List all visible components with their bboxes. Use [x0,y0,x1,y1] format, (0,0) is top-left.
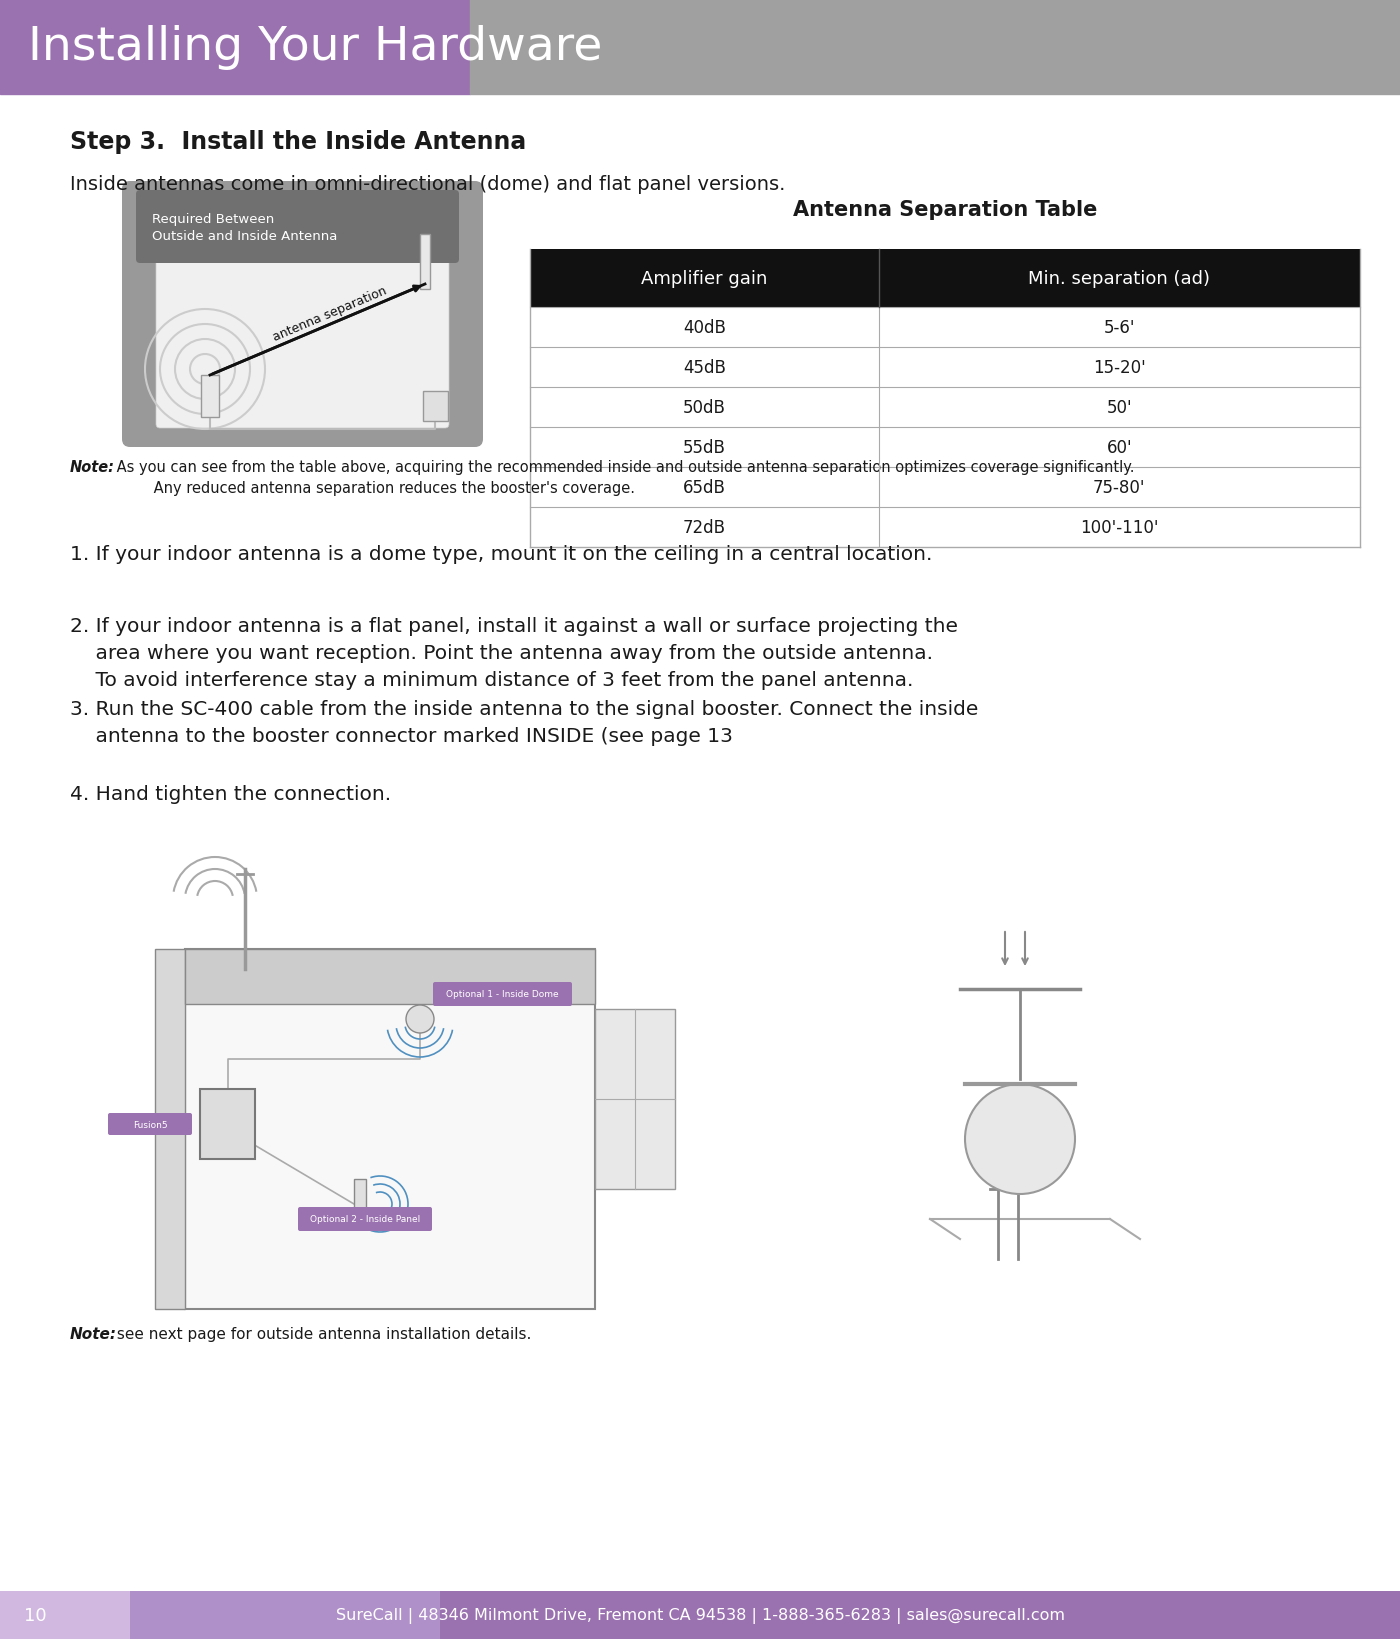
Text: antenna separation: antenna separation [272,285,389,344]
Text: SureCall | 48346 Milmont Drive, Fremont CA 94538 | 1-888-365-6283 | sales@sureca: SureCall | 48346 Milmont Drive, Fremont … [336,1606,1064,1623]
FancyBboxPatch shape [433,982,573,1006]
Text: 2. If your indoor antenna is a flat panel, install it against a wall or surface : 2. If your indoor antenna is a flat pane… [70,616,958,690]
Text: 65dB: 65dB [683,479,725,497]
Bar [0,1591,130,1639]
Text: Fusion5: Fusion5 [133,1119,168,1129]
Bar [423,392,448,421]
Circle shape [965,1085,1075,1195]
Text: Installing Your Hardware: Installing Your Hardware [28,25,602,70]
Text: Required Between
Outside and Inside Antenna: Required Between Outside and Inside Ante… [153,213,337,243]
Text: 40dB: 40dB [683,320,725,336]
Text: Step 3.  Install the Inside Antenna: Step 3. Install the Inside Antenna [70,129,526,154]
Bar [202,375,218,418]
Bar [595,1010,675,1190]
Bar [0,0,470,95]
Bar [130,1591,440,1639]
Text: 1. If your indoor antenna is a dome type, mount it on the ceiling in a central l: 1. If your indoor antenna is a dome type… [70,544,932,564]
Text: 60': 60' [1106,439,1133,457]
FancyBboxPatch shape [136,190,459,264]
Bar [200,1090,255,1159]
Bar [531,249,1359,308]
Text: Optional 2 - Inside Panel: Optional 2 - Inside Panel [309,1214,420,1224]
FancyBboxPatch shape [298,1208,433,1231]
Text: 45dB: 45dB [683,359,725,377]
Bar [185,949,595,1310]
Text: As you can see from the table above, acquiring the recommended inside and outsid: As you can see from the table above, acq… [112,459,1134,495]
FancyBboxPatch shape [122,182,483,447]
FancyBboxPatch shape [155,241,449,429]
Text: 72dB: 72dB [683,518,725,536]
Text: 15-20': 15-20' [1093,359,1145,377]
Bar [470,0,1400,95]
Text: Antenna Separation Table: Antenna Separation Table [792,200,1098,220]
Bar [354,1180,365,1229]
Text: 50': 50' [1106,398,1133,416]
Text: 75-80': 75-80' [1093,479,1145,497]
Circle shape [406,1005,434,1033]
Bar [420,234,430,290]
Text: 4. Hand tighten the connection.: 4. Hand tighten the connection. [70,785,391,803]
Text: 100'-110': 100'-110' [1079,518,1159,536]
Text: Inside antennas come in omni-directional (dome) and flat panel versions.: Inside antennas come in omni-directional… [70,175,785,193]
Text: Min. separation (ad): Min. separation (ad) [1028,270,1210,288]
Text: Note:: Note: [70,1326,118,1342]
Text: 55dB: 55dB [683,439,725,457]
Text: 3. Run the SC-400 cable from the inside antenna to the signal booster. Connect t: 3. Run the SC-400 cable from the inside … [70,700,979,746]
Text: see next page for outside antenna installation details.: see next page for outside antenna instal… [112,1326,532,1342]
Text: Amplifier gain: Amplifier gain [641,270,767,288]
Bar [440,1591,1400,1639]
Text: 5-6': 5-6' [1103,320,1135,336]
Bar [155,949,185,1310]
Text: Note:: Note: [70,459,115,475]
Text: Optional 1 - Inside Dome: Optional 1 - Inside Dome [445,990,559,998]
Text: 10: 10 [24,1606,46,1624]
FancyBboxPatch shape [108,1113,192,1136]
Text: 50dB: 50dB [683,398,725,416]
Bar [185,949,595,1005]
